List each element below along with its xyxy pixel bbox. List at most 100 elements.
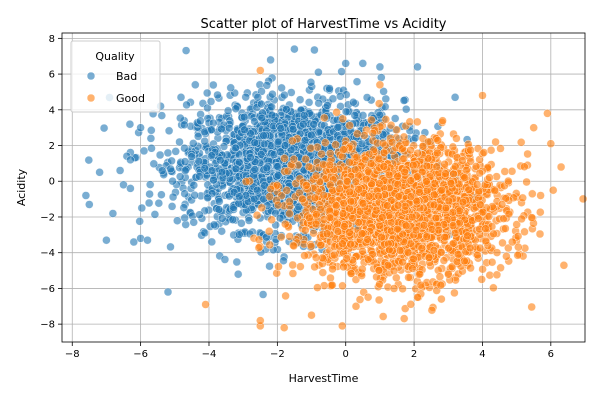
chart-title: Scatter plot of HarvestTime vs Acidity xyxy=(200,17,446,32)
scatter-point xyxy=(358,59,368,68)
scatter-point xyxy=(289,155,299,164)
scatter-point xyxy=(466,145,475,155)
scatter-point xyxy=(180,157,190,166)
scatter-point xyxy=(275,213,285,223)
scatter-point xyxy=(427,305,437,315)
scatter-point xyxy=(404,273,413,282)
scatter-point xyxy=(400,304,410,313)
scatter-point xyxy=(280,90,289,100)
scatter-point xyxy=(492,270,502,280)
scatter-point xyxy=(84,155,94,165)
scatter-point xyxy=(266,55,275,65)
scatter-point xyxy=(548,185,558,195)
scatter-point xyxy=(358,111,368,120)
scatter-point xyxy=(375,221,384,230)
scatter-point xyxy=(203,193,212,203)
scatter-point xyxy=(173,216,182,225)
scatter-point xyxy=(167,202,177,211)
scatter-point xyxy=(276,147,285,157)
scatter-point xyxy=(282,186,291,195)
scatter-point xyxy=(189,218,198,227)
scatter-point xyxy=(189,180,199,190)
scatter-point xyxy=(361,174,371,184)
scatter-point xyxy=(448,221,458,230)
scatter-point xyxy=(535,229,545,239)
scatter-point xyxy=(351,177,361,186)
scatter-point xyxy=(433,136,442,145)
scatter-point xyxy=(351,302,361,311)
scatter-point xyxy=(419,221,429,230)
scatter-point xyxy=(520,227,529,237)
scatter-point xyxy=(444,270,453,279)
scatter-point xyxy=(441,203,451,213)
scatter-point xyxy=(449,169,458,179)
scatter-point xyxy=(502,252,511,261)
scatter-point xyxy=(464,185,474,195)
scatter-point xyxy=(379,87,388,96)
scatter-point xyxy=(486,145,496,155)
scatter-point xyxy=(321,138,330,147)
scatter-point xyxy=(180,166,190,175)
scatter-point xyxy=(283,166,293,176)
scatter-point xyxy=(377,232,386,242)
scatter-point xyxy=(322,229,332,238)
scatter-point xyxy=(364,192,374,201)
scatter-point xyxy=(341,107,351,116)
scatter-point xyxy=(239,112,249,122)
scatter-point xyxy=(383,201,392,210)
scatter-point xyxy=(145,189,154,199)
scatter-point xyxy=(417,243,427,253)
y-tick-label: −6 xyxy=(40,284,55,295)
scatter-point xyxy=(115,166,125,175)
scatter-point xyxy=(492,248,502,257)
scatter-point xyxy=(413,117,422,127)
scatter-point xyxy=(422,177,431,186)
scatter-point xyxy=(126,155,135,165)
scatter-point xyxy=(215,197,224,206)
scatter-point xyxy=(374,99,384,108)
scatter-point xyxy=(318,268,328,277)
scatter-point xyxy=(231,164,241,174)
scatter-point xyxy=(450,93,460,102)
scatter-point xyxy=(340,222,349,231)
scatter-point xyxy=(213,90,222,100)
scatter-point xyxy=(453,250,463,259)
scatter-point xyxy=(466,263,475,273)
scatter-point xyxy=(99,123,109,133)
series-good xyxy=(201,66,588,332)
scatter-point xyxy=(458,197,468,207)
legend-label-bad: Bad xyxy=(116,70,137,83)
scatter-point xyxy=(310,262,319,272)
scatter-point xyxy=(276,124,286,133)
scatter-point xyxy=(264,227,274,236)
scatter-point xyxy=(378,138,388,148)
scatter-point xyxy=(362,93,372,102)
scatter-point xyxy=(431,213,441,223)
scatter-point xyxy=(209,80,218,90)
scatter-point xyxy=(374,154,384,164)
scatter-point xyxy=(258,290,268,299)
scatter-point xyxy=(306,78,316,87)
scatter-point xyxy=(472,180,482,189)
scatter-point xyxy=(339,262,348,272)
scatter-point xyxy=(231,104,241,113)
scatter-point xyxy=(363,235,372,244)
scatter-point xyxy=(496,263,505,273)
scatter-point xyxy=(400,201,410,211)
scatter-point xyxy=(262,81,272,90)
scatter-point xyxy=(252,185,262,195)
scatter-point xyxy=(352,152,362,162)
scatter-point xyxy=(325,213,335,222)
scatter-point xyxy=(358,264,367,274)
scatter-point xyxy=(439,256,449,265)
scatter-point xyxy=(528,189,537,199)
scatter-point xyxy=(285,232,294,241)
scatter-point xyxy=(337,67,346,76)
x-tick-label: −6 xyxy=(133,349,148,360)
scatter-point xyxy=(157,166,167,175)
scatter-point xyxy=(171,147,180,156)
scatter-point xyxy=(232,257,242,267)
y-tick-label: 0 xyxy=(49,177,55,188)
scatter-point xyxy=(249,194,259,204)
